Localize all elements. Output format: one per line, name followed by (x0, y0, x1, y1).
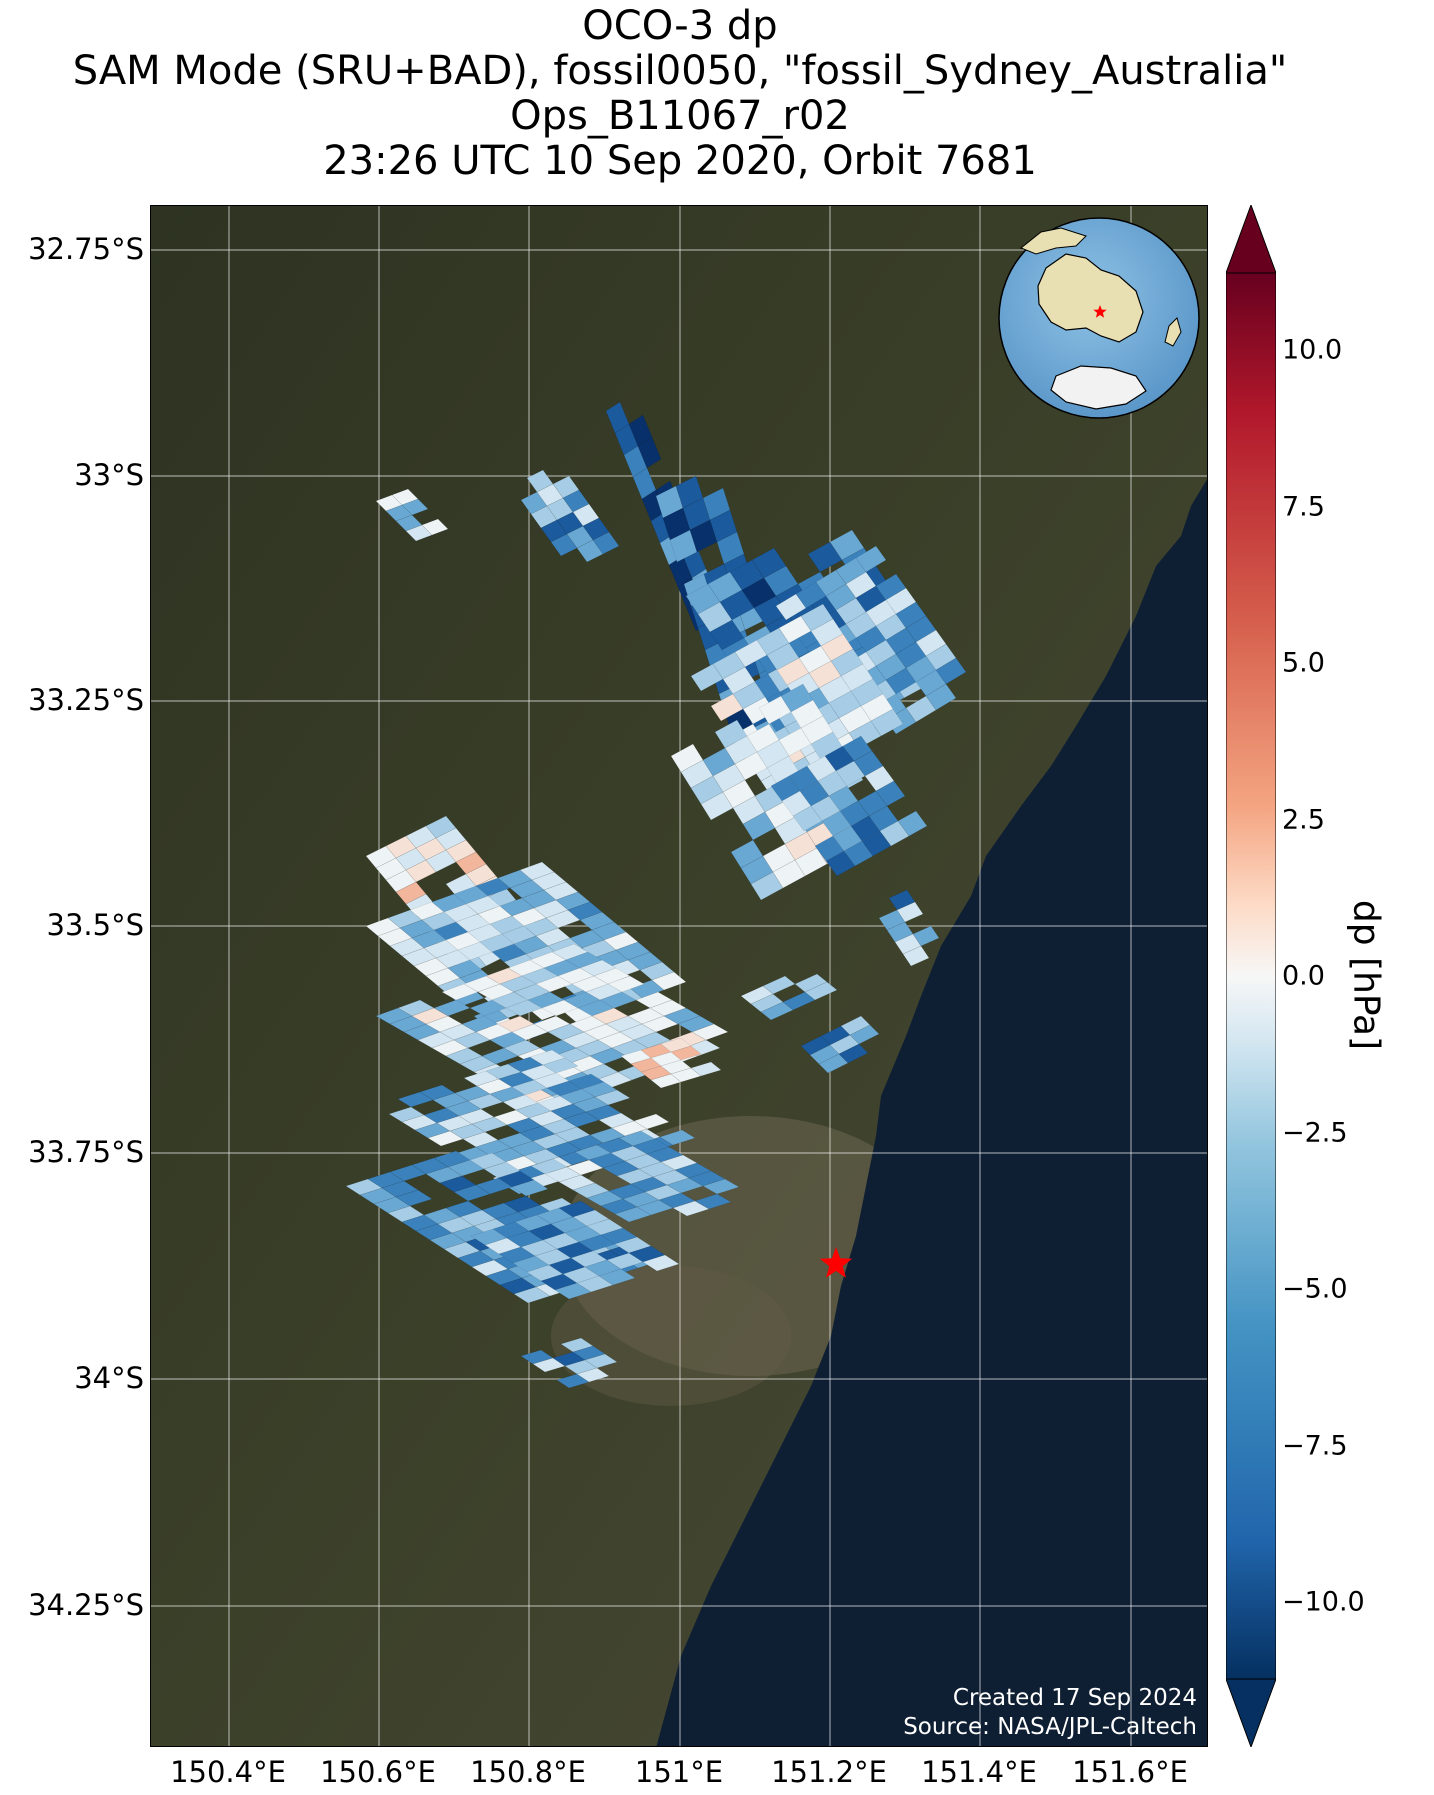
footprint-cell (896, 901, 924, 923)
title-line-1: OCO-3 dp (582, 3, 778, 49)
footprint-cell (870, 708, 904, 737)
lat-tick-label: 34.25°S (28, 1588, 144, 1622)
credit-created: Created 17 Sep 2024 (953, 1685, 1197, 1711)
footprint-cell (804, 981, 838, 1001)
footprint-cell (421, 518, 449, 536)
map-panel[interactable]: Created 17 Sep 2024 Source: NASA/JPL-Cal… (150, 205, 1208, 1747)
ocean-area (656, 479, 1207, 1746)
lat-tick-label: 34°S (74, 1361, 144, 1395)
footprint-cell (651, 971, 687, 991)
footprint-cell (401, 498, 429, 516)
credit-source: Source: NASA/JPL-Caltech (903, 1714, 1197, 1740)
footprint-cell (594, 1089, 631, 1106)
footprint-cell (902, 945, 930, 967)
footprint-cell (935, 657, 967, 685)
colorbar-extend-min (1226, 1678, 1276, 1747)
footprint-cell (838, 1043, 869, 1064)
lon-tick-label: 150.6°E (320, 1755, 436, 1789)
australia-shape (1037, 253, 1144, 343)
footprint-cell (584, 1353, 618, 1369)
new-zealand-shape (1164, 317, 1182, 347)
colorbar-label: dp [hPa] (1345, 899, 1387, 1051)
footprint-cell (576, 1367, 610, 1383)
footprint-cell (897, 810, 928, 837)
lat-tick-label: 33°S (74, 458, 144, 492)
lon-tick-label: 150.4°E (170, 1755, 286, 1789)
footprint-cell (670, 1045, 702, 1061)
colorbar (1226, 205, 1276, 1747)
colorbar-tick-label: −7.5 (1282, 1430, 1348, 1462)
colorbar-body (1226, 272, 1276, 1680)
footprint-cell (592, 531, 620, 555)
lon-tick-label: 151.2°E (771, 1755, 887, 1789)
map-canvas: Created 17 Sep 2024 Source: NASA/JPL-Cal… (151, 206, 1207, 1746)
footprint-cell (542, 1057, 579, 1074)
footprint-cell (637, 436, 662, 469)
chart-title: OCO-3 dp SAM Mode (SRU+BAD), fossil0050,… (0, 4, 1360, 184)
inset-star (1093, 305, 1107, 318)
footprint-cell (694, 1193, 732, 1210)
footprint-cell (607, 975, 645, 993)
footprint-cell (690, 1061, 722, 1077)
footprint-cell (925, 683, 957, 711)
colorbar-tick-label: 7.5 (1282, 491, 1325, 523)
colorbar-tick-label: 10.0 (1282, 334, 1343, 366)
footprint-cell (875, 780, 906, 807)
colorbar-tick-label: 2.5 (1282, 804, 1325, 836)
title-line-2: SAM Mode (SRU+BAD), fossil0050, "fossil_… (72, 48, 1288, 94)
lon-tick-label: 151°E (634, 1755, 724, 1789)
footprint-cell (702, 1178, 740, 1195)
colorbar-extend-max (1226, 205, 1276, 274)
footprint-cell (855, 545, 887, 573)
footprint-cell (691, 1023, 729, 1041)
asia-shape (1020, 227, 1087, 255)
footprint-cell (511, 1179, 549, 1197)
footprint-cell (849, 1024, 880, 1045)
footprint-cell (598, 1268, 636, 1286)
title-line-3: Ops_B11067_r02 (510, 93, 850, 139)
inset-globe (998, 217, 1200, 419)
colorbar-tick-label: 5.0 (1282, 647, 1325, 679)
lon-tick-label: 151.4°E (921, 1755, 1037, 1789)
colorbar-tick-label: −5.0 (1282, 1273, 1348, 1305)
footprint-cell (642, 1254, 680, 1272)
footprint-cell (912, 925, 940, 947)
lon-tick-label: 150.8°E (470, 1755, 586, 1789)
footprint-cell (633, 1113, 670, 1130)
colorbar-tick-label: −2.5 (1282, 1117, 1348, 1149)
lat-tick-label: 33.5°S (46, 908, 144, 942)
footprint-cell (659, 1129, 696, 1146)
lat-tick-label: 33.75°S (28, 1135, 144, 1169)
lat-tick-label: 32.75°S (28, 232, 144, 266)
antarctica-shape (1050, 365, 1147, 410)
footprint-cell (395, 1189, 433, 1207)
lon-tick-label: 151.6°E (1072, 1755, 1188, 1789)
target-star (819, 1247, 853, 1278)
title-line-4: 23:26 UTC 10 Sep 2020, Orbit 7681 (323, 138, 1037, 184)
colorbar-tick-label: 0.0 (1282, 960, 1325, 992)
dp-footprints (345, 401, 967, 1389)
credit-text: Created 17 Sep 2024 Source: NASA/JPL-Cal… (903, 1685, 1197, 1740)
lat-tick-label: 33.25°S (28, 683, 144, 717)
colorbar-tick-label: −10.0 (1282, 1586, 1365, 1618)
